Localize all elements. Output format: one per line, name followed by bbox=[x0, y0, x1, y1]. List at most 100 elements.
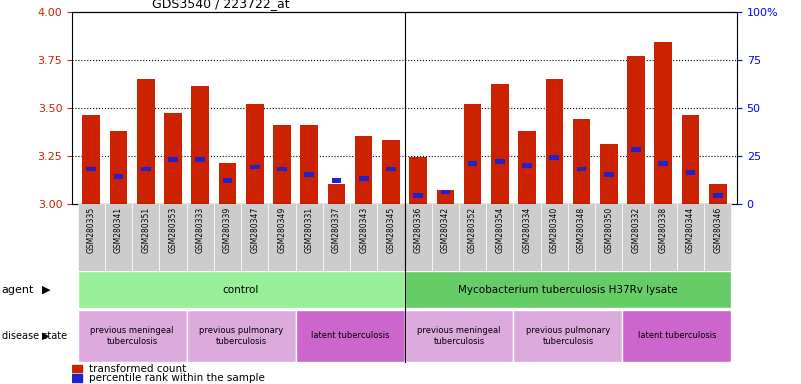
Bar bbox=[441, 190, 450, 194]
Text: Mycobacterium tuberculosis H37Rv lysate: Mycobacterium tuberculosis H37Rv lysate bbox=[458, 285, 678, 295]
Bar bbox=[328, 184, 345, 204]
Text: GSM280338: GSM280338 bbox=[659, 207, 668, 253]
Bar bbox=[468, 161, 477, 166]
Bar bbox=[83, 115, 100, 204]
Bar bbox=[187, 204, 214, 271]
Bar bbox=[654, 42, 672, 204]
Bar bbox=[141, 167, 151, 171]
Bar bbox=[549, 155, 559, 160]
Text: GSM280344: GSM280344 bbox=[686, 207, 695, 253]
Text: GSM280334: GSM280334 bbox=[522, 207, 532, 253]
Bar bbox=[241, 204, 268, 271]
Bar bbox=[114, 174, 123, 179]
Bar bbox=[513, 310, 622, 362]
Bar bbox=[595, 204, 622, 271]
Bar bbox=[377, 204, 405, 271]
Bar bbox=[513, 204, 541, 271]
Bar bbox=[382, 140, 400, 204]
Text: latent tuberculosis: latent tuberculosis bbox=[638, 331, 716, 341]
Text: GSM280342: GSM280342 bbox=[441, 207, 450, 253]
Bar bbox=[72, 374, 82, 382]
Text: GSM280339: GSM280339 bbox=[223, 207, 232, 253]
Bar bbox=[486, 204, 513, 271]
Bar bbox=[573, 119, 590, 204]
Bar bbox=[522, 163, 532, 167]
Bar bbox=[518, 131, 536, 204]
Bar bbox=[682, 115, 699, 204]
Text: percentile rank within the sample: percentile rank within the sample bbox=[89, 373, 264, 383]
Bar bbox=[300, 125, 318, 204]
Text: GSM280343: GSM280343 bbox=[359, 207, 368, 253]
Text: GSM280353: GSM280353 bbox=[168, 207, 177, 253]
Text: ▶: ▶ bbox=[42, 285, 50, 295]
Text: previous meningeal
tuberculosis: previous meningeal tuberculosis bbox=[91, 326, 174, 346]
Bar bbox=[159, 204, 187, 271]
Text: previous pulmonary
tuberculosis: previous pulmonary tuberculosis bbox=[199, 326, 283, 346]
Bar bbox=[432, 204, 459, 271]
Bar bbox=[704, 204, 731, 271]
Bar bbox=[541, 204, 568, 271]
Text: GSM280336: GSM280336 bbox=[413, 207, 423, 253]
Bar bbox=[405, 204, 432, 271]
Bar bbox=[577, 167, 586, 171]
Bar bbox=[495, 159, 505, 164]
Bar bbox=[219, 163, 236, 204]
Bar bbox=[491, 84, 509, 204]
Bar bbox=[105, 204, 132, 271]
Text: GSM280350: GSM280350 bbox=[605, 207, 614, 253]
Bar bbox=[246, 104, 264, 204]
Bar bbox=[164, 113, 182, 204]
Text: GSM280332: GSM280332 bbox=[632, 207, 641, 253]
Bar bbox=[658, 161, 668, 166]
Bar bbox=[464, 104, 481, 204]
Bar bbox=[191, 86, 209, 204]
Bar bbox=[273, 125, 291, 204]
Bar bbox=[622, 310, 731, 362]
Bar bbox=[437, 190, 454, 204]
Text: GSM280335: GSM280335 bbox=[87, 207, 95, 253]
Bar bbox=[187, 310, 296, 362]
Bar bbox=[195, 157, 205, 162]
Bar bbox=[78, 271, 405, 308]
Bar bbox=[568, 204, 595, 271]
Text: previous pulmonary
tuberculosis: previous pulmonary tuberculosis bbox=[526, 326, 610, 346]
Bar bbox=[650, 204, 677, 271]
Text: GDS3540 / 223722_at: GDS3540 / 223722_at bbox=[152, 0, 290, 10]
Bar bbox=[72, 365, 82, 372]
Bar bbox=[168, 157, 178, 162]
Text: previous meningeal
tuberculosis: previous meningeal tuberculosis bbox=[417, 326, 501, 346]
Bar bbox=[78, 204, 105, 271]
Text: GSM280351: GSM280351 bbox=[141, 207, 150, 253]
Bar bbox=[132, 204, 159, 271]
Bar bbox=[355, 136, 372, 204]
Bar bbox=[631, 147, 641, 152]
Text: GSM280341: GSM280341 bbox=[114, 207, 123, 253]
Bar bbox=[409, 157, 427, 204]
Bar bbox=[713, 194, 723, 198]
Bar bbox=[110, 131, 127, 204]
Bar bbox=[413, 194, 423, 198]
Bar bbox=[296, 204, 323, 271]
Text: latent tuberculosis: latent tuberculosis bbox=[311, 331, 389, 341]
Text: disease state: disease state bbox=[2, 331, 66, 341]
Text: ▶: ▶ bbox=[42, 331, 49, 341]
Text: GSM280352: GSM280352 bbox=[468, 207, 477, 253]
Bar bbox=[332, 178, 341, 183]
Text: control: control bbox=[223, 285, 260, 295]
Bar bbox=[545, 79, 563, 204]
Bar bbox=[214, 204, 241, 271]
Text: GSM280347: GSM280347 bbox=[250, 207, 260, 253]
Text: GSM280354: GSM280354 bbox=[495, 207, 505, 253]
Bar bbox=[459, 204, 486, 271]
Bar bbox=[277, 167, 287, 171]
Bar bbox=[405, 310, 513, 362]
Bar bbox=[323, 204, 350, 271]
Bar bbox=[604, 172, 614, 177]
Bar bbox=[677, 204, 704, 271]
Text: agent: agent bbox=[2, 285, 34, 295]
Bar bbox=[250, 165, 260, 169]
Bar bbox=[600, 144, 618, 204]
Text: GSM280346: GSM280346 bbox=[714, 207, 723, 253]
Text: GSM280333: GSM280333 bbox=[195, 207, 204, 253]
Bar bbox=[304, 172, 314, 177]
